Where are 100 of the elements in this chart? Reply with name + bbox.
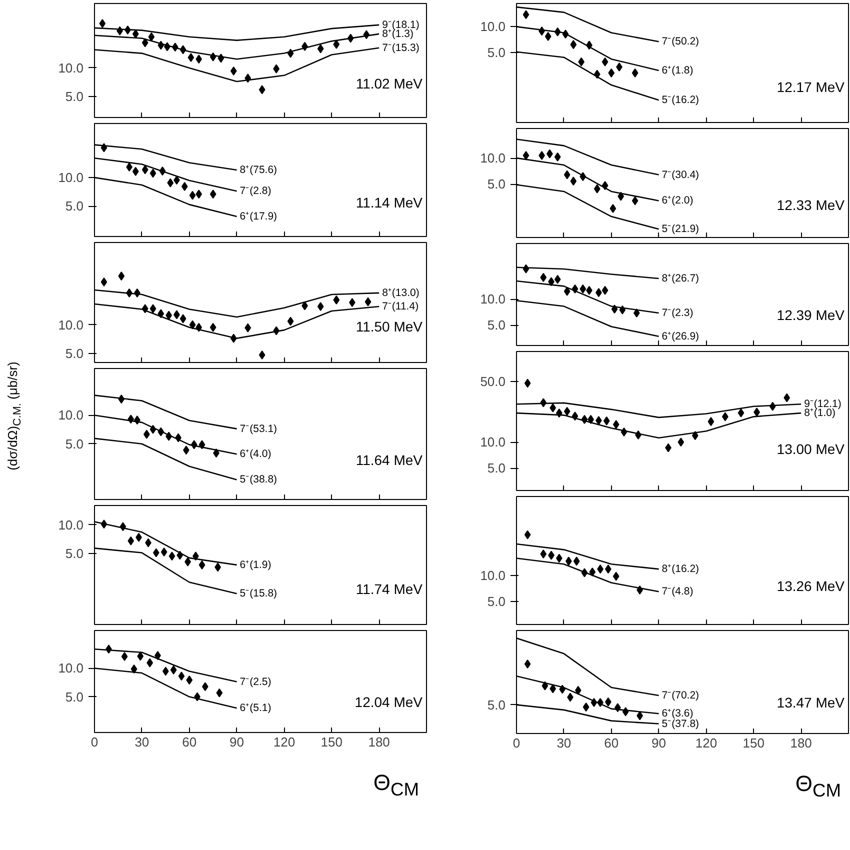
x-tick-label: 120 <box>273 734 296 750</box>
annotation: 11.50 MeV <box>356 318 424 334</box>
y-tick-label: 5.0 <box>65 198 84 214</box>
point <box>582 702 590 712</box>
y-tick-label: 5.0 <box>487 176 506 192</box>
y-tick-label: 10.0 <box>58 660 84 676</box>
point <box>524 659 531 668</box>
series-label: 6⁺(5.1) <box>240 702 272 714</box>
point <box>524 530 531 540</box>
line-series <box>94 157 238 192</box>
point <box>564 406 570 416</box>
series-label: 7⁻(11.4) <box>382 300 419 313</box>
series-label: 7⁻(70.2) <box>662 690 700 702</box>
point <box>602 57 608 66</box>
x-tick-label: 30 <box>556 736 572 750</box>
y-tick-label: 10.0 <box>480 568 506 584</box>
y-tick-label: 10.0 <box>58 408 84 423</box>
y-tick-label: 5.0 <box>487 460 506 476</box>
point <box>258 350 266 360</box>
point <box>121 652 128 661</box>
annotation: 11.74 MeV <box>356 580 424 597</box>
point <box>589 568 596 577</box>
line-series <box>516 6 660 42</box>
point <box>550 684 556 694</box>
y-tick-label: 10.0 <box>480 292 506 307</box>
line-series <box>516 402 802 418</box>
y-tick-label: 10.0 <box>58 317 84 332</box>
annotation: 11.02 MeV <box>356 75 424 92</box>
x-axis-title: Θ$_{CM}$ <box>372 769 419 802</box>
x-axis-title: Θ$_{CM}$ <box>794 770 841 802</box>
x-tick-label: 120 <box>695 736 718 750</box>
line-series <box>516 138 660 176</box>
point <box>632 196 638 206</box>
x-tick-label: 30 <box>134 734 150 750</box>
point <box>564 286 570 296</box>
series-label: 7⁻(50.2) <box>662 36 700 48</box>
y-tick-label: 5.0 <box>487 318 506 333</box>
line-series <box>516 558 660 592</box>
annotation: 12.17 MeV <box>776 78 846 95</box>
point <box>170 665 177 674</box>
series-label: 6⁺(1.9) <box>240 558 272 571</box>
y-tick-label: 10.0 <box>58 517 84 532</box>
point <box>178 672 185 681</box>
point <box>524 378 531 388</box>
point <box>137 652 144 661</box>
point <box>142 38 148 48</box>
series-label: 5⁻(15.8) <box>240 588 278 600</box>
point <box>99 19 106 28</box>
point <box>216 688 223 698</box>
line-series <box>94 438 238 480</box>
series-label: 6⁺(4.0) <box>240 448 272 460</box>
legend-label: 5⁻(21.9) <box>662 223 700 236</box>
point <box>580 284 586 294</box>
y-tick-label: 10.0 <box>58 60 84 76</box>
annotation: 13.00 MeV <box>776 440 846 457</box>
point <box>550 403 556 412</box>
y-tick-label: 50.0 <box>480 374 506 390</box>
series-label: 7⁻(4.8) <box>662 586 694 598</box>
point <box>333 295 340 304</box>
point <box>168 552 176 561</box>
y-tick-label: 10.0 <box>480 150 506 166</box>
y-tick-label: 5.0 <box>65 88 84 104</box>
point <box>210 322 216 332</box>
series-label: 7⁻(15.3) <box>382 42 420 54</box>
point <box>554 152 561 162</box>
point <box>573 556 580 566</box>
line-series <box>516 266 660 280</box>
y-tick-label: 5.0 <box>487 45 506 60</box>
legend-label: 6⁺(26.9) <box>662 330 700 342</box>
point <box>118 272 125 281</box>
point <box>603 416 610 426</box>
x-tick-label: 60 <box>182 734 197 750</box>
point <box>612 572 620 581</box>
point <box>167 178 174 188</box>
x-tick-label: 90 <box>230 734 244 750</box>
series-label: 7⁻(53.1) <box>240 422 278 435</box>
point <box>210 190 216 199</box>
point <box>364 297 372 306</box>
y-tick-label: 5.0 <box>65 546 84 562</box>
annotation: 13.26 MeV <box>776 578 846 594</box>
y-tick-label: 10.0 <box>480 434 506 450</box>
line-series <box>94 394 238 430</box>
point <box>594 184 600 194</box>
series-label: 8⁺(16.2) <box>662 563 700 576</box>
line-series <box>94 144 238 171</box>
annotation: 12.39 MeV <box>776 306 846 323</box>
y-tick-label: 10.0 <box>480 19 506 34</box>
x-tick-label: 150 <box>742 736 764 750</box>
point <box>230 66 237 76</box>
x-tick-label: 180 <box>368 734 390 750</box>
x-tick-label: 60 <box>604 736 619 750</box>
annotation: 13.47 MeV <box>776 694 846 711</box>
point <box>189 190 196 200</box>
point <box>196 54 202 64</box>
x-tick-label: 0 <box>90 734 98 750</box>
point <box>142 165 148 174</box>
point <box>522 10 530 20</box>
point <box>128 536 134 546</box>
line-series <box>94 548 238 594</box>
x-tick-label: 0 <box>512 736 520 750</box>
